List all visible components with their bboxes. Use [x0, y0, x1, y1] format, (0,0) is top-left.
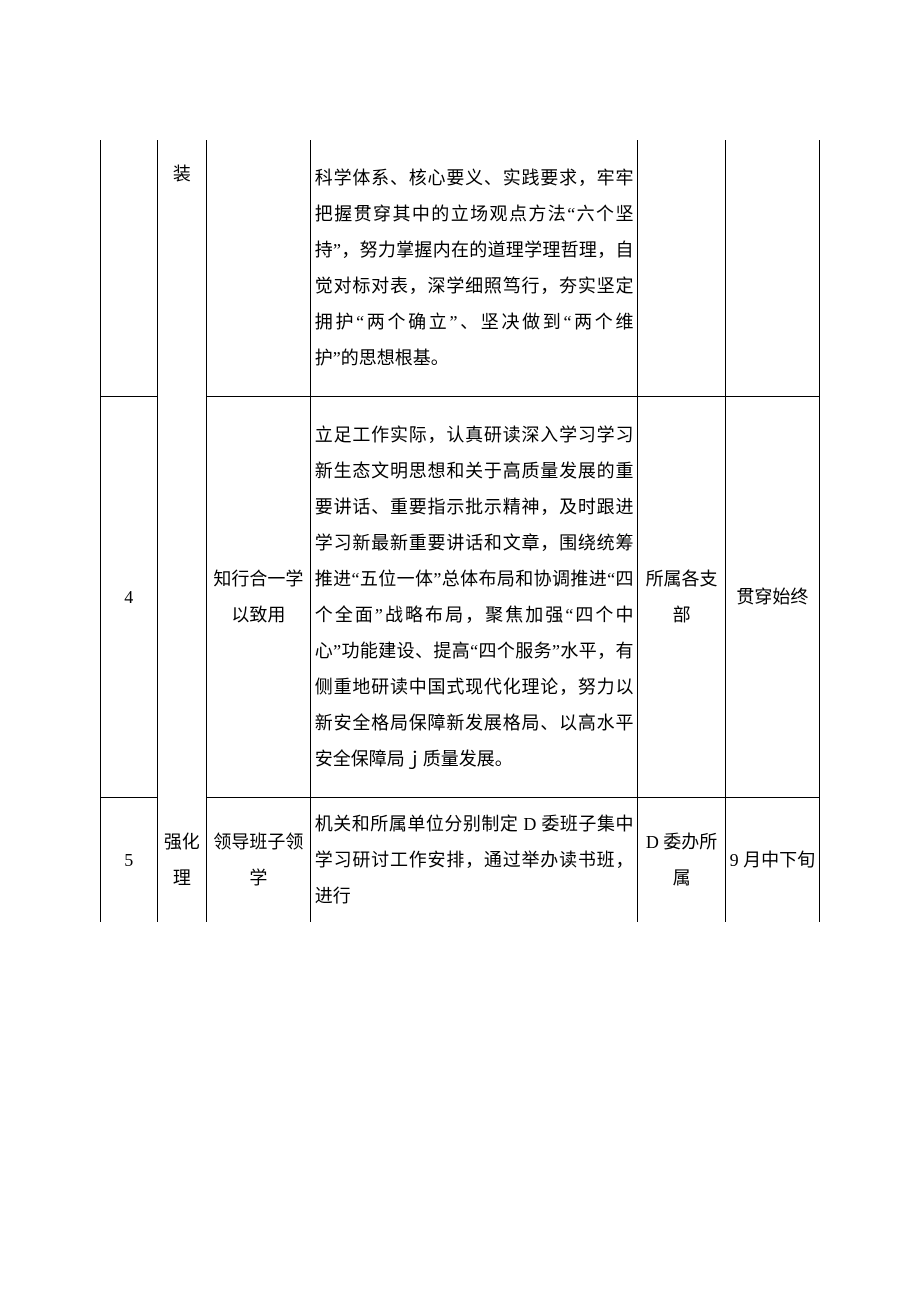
- row-unit: D 委办所属: [638, 798, 725, 923]
- row-time: [725, 140, 819, 397]
- row-subcategory: 领导班子领学: [207, 798, 311, 923]
- row-unit: [638, 140, 725, 397]
- row-time: 贯穿始终: [725, 397, 819, 798]
- table-row: 5 强化理 领导班子领学 机关和所属单位分别制定 D 委班子集中学习研讨工作安排…: [101, 798, 820, 923]
- row-subcategory: [207, 140, 311, 397]
- table-row: 4 知行合一学以致用 立足工作实际，认真研读深入学习学习新生态文明思想和关于高质…: [101, 397, 820, 798]
- row-content: 立足工作实际，认真研读深入学习学习新生态文明思想和关于高质量发展的重要讲话、重要…: [310, 397, 638, 798]
- plan-table: 装 科学体系、核心要义、实践要求，牢牢把握贯穿其中的立场观点方法“六个坚持”，努…: [100, 140, 820, 922]
- row-category: 装: [157, 140, 207, 397]
- row-time: 9 月中下旬: [725, 798, 819, 923]
- row-number: 5: [101, 798, 158, 923]
- row-category: [157, 397, 207, 798]
- row-content: 科学体系、核心要义、实践要求，牢牢把握贯穿其中的立场观点方法“六个坚持”，努力掌…: [310, 140, 638, 397]
- row-number: [101, 140, 158, 397]
- row-content: 机关和所属单位分别制定 D 委班子集中学习研讨工作安排，通过举办读书班，进行: [310, 798, 638, 923]
- row-category: 强化理: [157, 798, 207, 923]
- table-row: 装 科学体系、核心要义、实践要求，牢牢把握贯穿其中的立场观点方法“六个坚持”，努…: [101, 140, 820, 397]
- row-unit: 所属各支部: [638, 397, 725, 798]
- row-subcategory: 知行合一学以致用: [207, 397, 311, 798]
- row-number: 4: [101, 397, 158, 798]
